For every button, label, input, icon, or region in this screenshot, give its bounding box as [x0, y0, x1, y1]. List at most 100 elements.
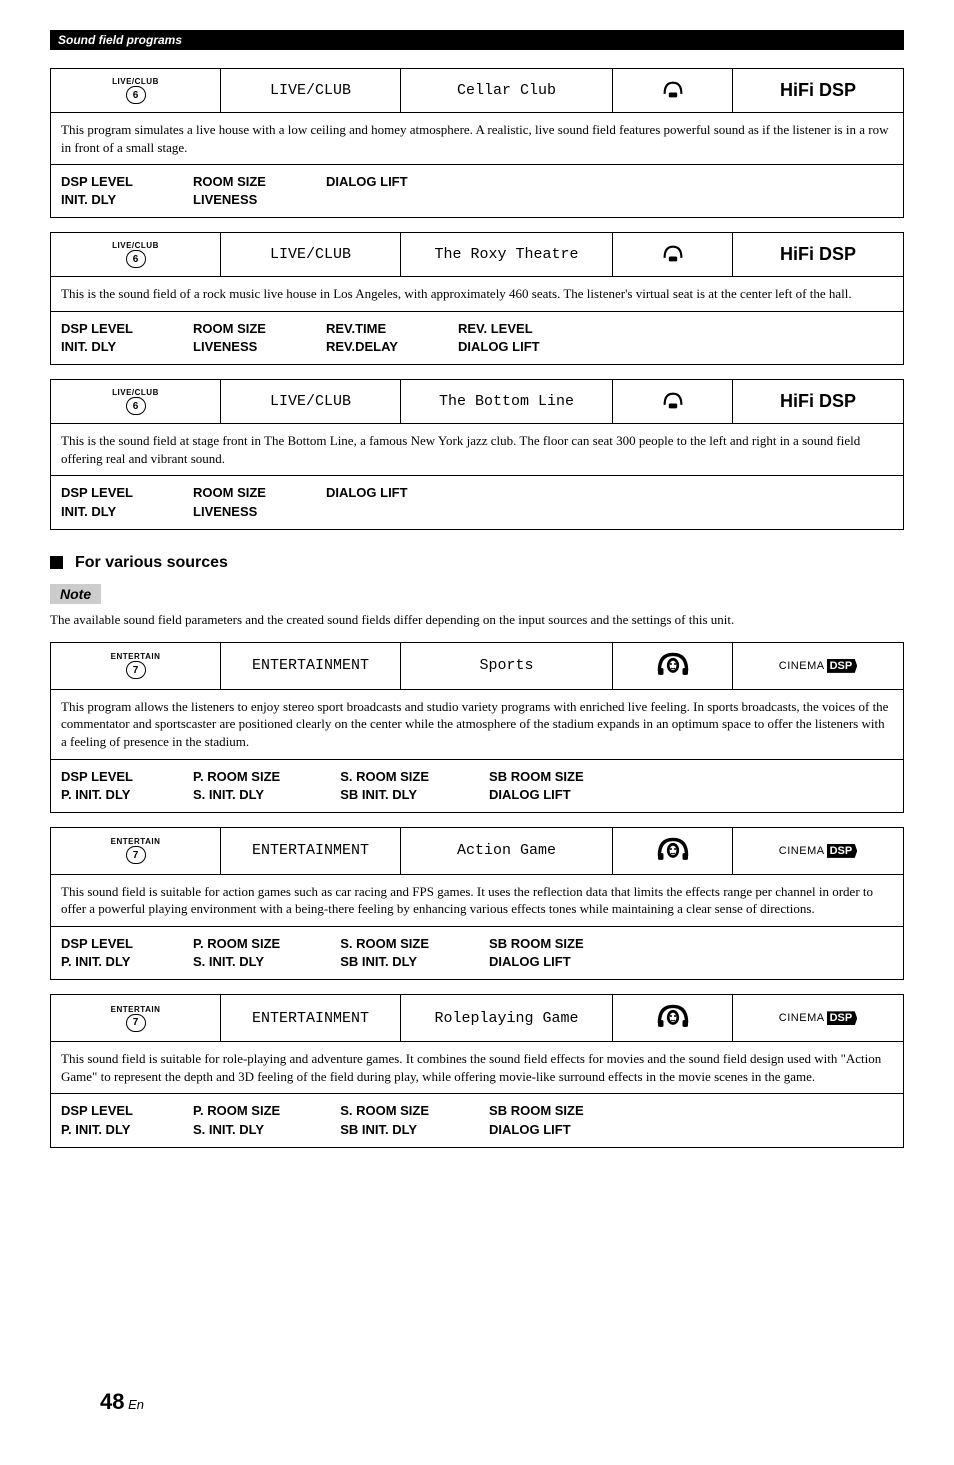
param-label: ROOM SIZE — [193, 173, 266, 191]
program-description: This is the sound field of a rock music … — [51, 277, 903, 312]
program-header: ENTERTAIN7ENTERTAINMENTSportsCINEMADSP — [51, 643, 903, 690]
param-label: INIT. DLY — [61, 191, 133, 209]
param-label: S. INIT. DLY — [193, 1121, 280, 1139]
program-header: ENTERTAIN7ENTERTAINMENTRoleplaying GameC… — [51, 995, 903, 1042]
program-block: ENTERTAIN7ENTERTAINMENTAction GameCINEMA… — [50, 827, 904, 980]
remote-button-cell: LIVE/CLUB6 — [51, 380, 221, 423]
program-params: DSP LEVELINIT. DLY ROOM SIZELIVENESS REV.T… — [51, 312, 903, 364]
param-label: ROOM SIZE — [193, 320, 266, 338]
param-label: SB ROOM SIZE — [489, 768, 584, 786]
cinema-dsp-badge: CINEMADSP — [779, 844, 857, 858]
category-cell: ENTERTAINMENT — [221, 643, 401, 689]
param-label: P. ROOM SIZE — [193, 1102, 280, 1120]
icon-cell — [613, 69, 733, 112]
program-header: LIVE/CLUB6LIVE/CLUBCellar ClubHiFi DSP — [51, 69, 903, 113]
program-description: This program simulates a live house with… — [51, 113, 903, 165]
badge-cell: CINEMADSP — [733, 643, 903, 689]
section-heading-text: For various sources — [75, 554, 228, 572]
param-label: SB INIT. DLY — [340, 953, 429, 971]
hifi-dsp-badge: HiFi DSP — [780, 80, 856, 101]
param-label: DSP LEVEL — [61, 935, 133, 953]
program-blocks-bottom: ENTERTAIN7ENTERTAINMENTSportsCINEMADSPTh… — [50, 642, 904, 1148]
param-label: P. INIT. DLY — [61, 1121, 133, 1139]
remote-button: LIVE/CLUB — [112, 241, 159, 250]
program-description: This is the sound field at stage front i… — [51, 424, 903, 476]
param-label: DSP LEVEL — [61, 484, 133, 502]
program-params: DSP LEVELP. INIT. DLY P. ROOM SIZES. INIT… — [51, 1094, 903, 1146]
category-cell: LIVE/CLUB — [221, 69, 401, 112]
surround-icon — [656, 836, 690, 866]
param-column: P. ROOM SIZES. INIT. DLY — [193, 1102, 280, 1138]
program-blocks-top: LIVE/CLUB6LIVE/CLUBCellar ClubHiFi DSPTh… — [50, 68, 904, 530]
program-name-cell: Cellar Club — [401, 69, 613, 112]
page-number-big: 48 — [100, 1389, 124, 1414]
param-label: P. ROOM SIZE — [193, 768, 280, 786]
program-name-cell: Roleplaying Game — [401, 995, 613, 1041]
param-label: SB ROOM SIZE — [489, 935, 584, 953]
program-header: LIVE/CLUB6LIVE/CLUBThe Bottom LineHiFi D… — [51, 380, 903, 424]
param-column: DSP LEVELINIT. DLY — [61, 173, 133, 209]
headphone-icon — [659, 242, 687, 268]
param-column: ROOM SIZELIVENESS — [193, 484, 266, 520]
program-name-cell: The Roxy Theatre — [401, 233, 613, 276]
surround-icon — [656, 651, 690, 681]
param-label: DIALOG LIFT — [489, 786, 584, 804]
remote-button-label: LIVE/CLUB — [112, 241, 159, 250]
remote-button-number: 6 — [126, 397, 146, 415]
param-label: S. ROOM SIZE — [340, 768, 429, 786]
remote-button-number: 6 — [126, 86, 146, 104]
icon-cell — [613, 643, 733, 689]
program-description: This sound field is suitable for action … — [51, 875, 903, 927]
page-number: 48 En — [100, 1389, 144, 1415]
headphone-icon — [659, 78, 687, 104]
note-label: Note — [50, 584, 101, 604]
program-block: LIVE/CLUB6LIVE/CLUBThe Bottom LineHiFi D… — [50, 379, 904, 529]
section-heading: For various sources — [50, 554, 904, 572]
param-column: DSP LEVELINIT. DLY — [61, 320, 133, 356]
param-label: ROOM SIZE — [193, 484, 266, 502]
param-column: REV. LEVELDIALOG LIFT — [458, 320, 540, 356]
param-column: S. ROOM SIZESB INIT. DLY — [340, 768, 429, 804]
program-params: DSP LEVELP. INIT. DLY P. ROOM SIZES. INIT… — [51, 927, 903, 979]
icon-cell — [613, 233, 733, 276]
param-label: SB INIT. DLY — [340, 1121, 429, 1139]
param-label: DIALOG LIFT — [326, 484, 408, 502]
param-label: P. INIT. DLY — [61, 953, 133, 971]
param-label: LIVENESS — [193, 503, 266, 521]
param-column: SB ROOM SIZEDIALOG LIFT — [489, 935, 584, 971]
badge-cell: CINEMADSP — [733, 828, 903, 874]
param-label: S. INIT. DLY — [193, 786, 280, 804]
param-column: SB ROOM SIZEDIALOG LIFT — [489, 1102, 584, 1138]
program-description: This program allows the listeners to enj… — [51, 690, 903, 760]
program-block: LIVE/CLUB6LIVE/CLUB The Roxy Theatre HiFi … — [50, 232, 904, 365]
badge-cell: CINEMADSP — [733, 995, 903, 1041]
remote-button: ENTERTAIN — [111, 1005, 161, 1014]
remote-button-label: ENTERTAIN — [111, 1005, 161, 1014]
surround-icon — [656, 1003, 690, 1033]
hifi-dsp-badge: HiFi DSP — [780, 244, 856, 265]
param-label: DIALOG LIFT — [489, 1121, 584, 1139]
param-label: DIALOG LIFT — [458, 338, 540, 356]
param-label: DIALOG LIFT — [489, 953, 584, 971]
program-name-cell: Sports — [401, 643, 613, 689]
param-label: INIT. DLY — [61, 338, 133, 356]
program-name-cell: Action Game — [401, 828, 613, 874]
program-params: DSP LEVELP. INIT. DLYP. ROOM SIZES. INIT… — [51, 760, 903, 812]
program-header: LIVE/CLUB6LIVE/CLUB The Roxy Theatre HiFi … — [51, 233, 903, 277]
remote-button-cell: LIVE/CLUB6 — [51, 233, 221, 276]
program-params: DSP LEVELINIT. DLYROOM SIZELIVENESSDIALO… — [51, 165, 903, 217]
param-label: SB INIT. DLY — [340, 786, 429, 804]
param-column: DSP LEVELP. INIT. DLY — [61, 1102, 133, 1138]
param-label: DIALOG LIFT — [326, 173, 408, 191]
param-column: P. ROOM SIZES. INIT. DLY — [193, 935, 280, 971]
param-column: DSP LEVELP. INIT. DLY — [61, 935, 133, 971]
param-label: S. ROOM SIZE — [340, 935, 429, 953]
param-label: DSP LEVEL — [61, 768, 133, 786]
param-column: ROOM SIZELIVENESS — [193, 320, 266, 356]
remote-button-number: 7 — [126, 661, 146, 679]
param-column: DIALOG LIFT — [326, 173, 408, 209]
param-label: REV.TIME — [326, 320, 398, 338]
param-column: P. ROOM SIZES. INIT. DLY — [193, 768, 280, 804]
program-name-cell: The Bottom Line — [401, 380, 613, 423]
remote-button-cell: ENTERTAIN7 — [51, 828, 221, 874]
